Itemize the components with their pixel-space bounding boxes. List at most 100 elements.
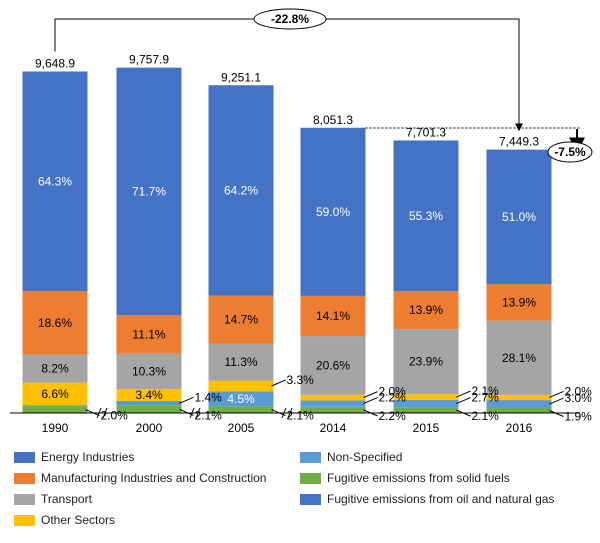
bar-segment (22, 406, 88, 413)
legend-label: Transport (41, 492, 92, 506)
emissions-stacked-bar-chart: 9,648.9 1990 2.0% 6.6% 8.2% 18.6% 64.3% 9,757.9… (10, 8, 593, 435)
legend-item-other-sectors: Other Sectors (14, 513, 115, 527)
axis-break-mark (195, 407, 201, 419)
segment-value-label: 2.1% (195, 408, 223, 422)
segment-value-label: 13.9% (502, 295, 536, 309)
legend-item-fugitive-oil-gas: Fugitive emissions from oil and natural … (300, 492, 554, 506)
bar-segment (22, 354, 88, 383)
legend-label: Fugitive emissions from solid fuels (327, 471, 510, 485)
legend-label: Manufacturing Industries and Constructio… (41, 471, 267, 485)
legend-item-manufacturing: Manufacturing Industries and Constructio… (14, 471, 266, 485)
leader-line (549, 397, 564, 405)
bar-segment (22, 71, 88, 292)
segment-value-label: 64.3% (38, 174, 72, 188)
leader-line (179, 396, 194, 404)
legend-label: Other Sectors (41, 513, 116, 527)
segment-value-label: 59.0% (316, 205, 350, 219)
segment-value-label: 2.1% (472, 384, 500, 398)
bar-segment (208, 295, 274, 344)
bar-segment (486, 400, 552, 408)
legend-swatch (300, 493, 321, 505)
bar-segment (300, 400, 366, 407)
segment-value-label: 23.9% (409, 355, 443, 369)
bar-segment (208, 380, 274, 392)
change-badge-2014-2016 (547, 141, 593, 163)
segment-value-label: 2.7% (472, 391, 500, 405)
category-tick-label: 1990 (42, 421, 69, 435)
leader-line (549, 390, 564, 398)
change-label-2014-2016: -7.5% (554, 145, 586, 159)
axis-break-mark (189, 407, 195, 419)
segment-value-label: 11.3% (224, 355, 257, 369)
bar-segment (116, 400, 182, 406)
segment-value-label: 55.3% (409, 209, 443, 223)
segment-value-label: 20.6% (316, 358, 350, 372)
bar-segment (300, 127, 366, 296)
bar-segment (116, 315, 182, 354)
legend-swatch (14, 493, 35, 505)
legend-item-non-specified: Non-Specified (300, 450, 402, 464)
segment-value-label: 11.1% (132, 327, 165, 341)
legend-label: Non-Specified (327, 450, 403, 464)
bar-total-label: 7,449.3 (499, 134, 539, 148)
segment-value-label: 1.9% (565, 409, 593, 423)
bar-segment (393, 291, 459, 330)
bar-segment (393, 394, 459, 400)
category-tick-label: 2014 (320, 421, 347, 435)
bar-segment (208, 343, 274, 381)
change-label-1990-2016: -22.8% (271, 12, 309, 26)
legend-item-energy-industries: Energy Industries (14, 450, 134, 464)
bar-segment (116, 389, 182, 401)
segment-value-label: 2.0% (565, 384, 593, 398)
legend-swatch (300, 451, 321, 463)
category-tick-label: 2016 (506, 421, 533, 435)
segment-value-label: 2.0% (379, 385, 407, 399)
segment-value-label: 2.1% (287, 409, 315, 423)
bar-segment (300, 406, 366, 413)
category-tick-label: 2000 (136, 421, 163, 435)
bar-segment (208, 391, 274, 407)
category-tick-label: 2005 (228, 421, 255, 435)
bar-segment (300, 336, 366, 395)
segment-value-label: 3.4% (135, 388, 163, 402)
leader-line (363, 391, 378, 399)
bar-segment (486, 149, 552, 285)
axis-break-mark (281, 407, 287, 419)
bar-segment (393, 329, 459, 395)
segment-value-label: 4.5% (227, 392, 255, 406)
segment-value-label: 14.1% (316, 309, 350, 323)
segment-value-label: 2.2% (379, 391, 407, 405)
bar-segment (208, 85, 274, 296)
leader-line (456, 397, 471, 405)
bar-segment (393, 407, 459, 413)
leader-line (271, 379, 286, 387)
bar-total-label: 9,648.9 (35, 57, 75, 71)
bar-segment (300, 394, 366, 401)
axis-break-mark (287, 407, 293, 419)
axis-break-mark (102, 407, 108, 419)
bar-segment (486, 320, 552, 395)
bar-segment (486, 284, 552, 321)
bar-segment (300, 295, 366, 337)
bar-segment (486, 407, 552, 413)
bar-segment (116, 405, 182, 413)
change-badge-1990-2016 (253, 8, 327, 30)
legend-item-transport: Transport (14, 492, 92, 506)
segment-value-label: 28.1% (502, 351, 536, 365)
segment-value-label: 18.6% (38, 316, 72, 330)
bar-segment (208, 406, 274, 413)
legend-swatch (14, 451, 35, 463)
axis-break-mark (96, 407, 102, 419)
segment-value-label: 14.7% (224, 313, 258, 327)
bar-segment (22, 291, 88, 355)
bar-total-label: 9,251.1 (221, 71, 261, 85)
category-tick-label: 2015 (413, 421, 440, 435)
segment-value-label: 13.9% (409, 303, 443, 317)
legend-swatch (14, 514, 35, 526)
bar-segment (116, 67, 182, 316)
bar-segment (116, 353, 182, 390)
segment-value-label: 10.3% (132, 364, 166, 378)
segment-value-label: 64.2% (224, 183, 258, 197)
segment-value-label: 8.2% (41, 362, 69, 376)
legend-swatch (300, 472, 321, 484)
